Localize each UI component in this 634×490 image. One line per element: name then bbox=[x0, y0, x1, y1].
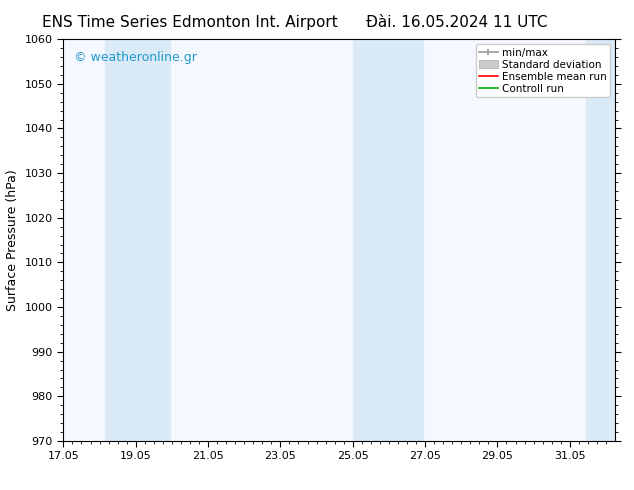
Text: © weatheronline.gr: © weatheronline.gr bbox=[74, 51, 197, 64]
Bar bbox=[105, 39, 170, 441]
Text: ENS Time Series Edmonton Int. Airport: ENS Time Series Edmonton Int. Airport bbox=[42, 15, 338, 30]
Y-axis label: Surface Pressure (hPa): Surface Pressure (hPa) bbox=[6, 169, 19, 311]
Bar bbox=[353, 39, 424, 441]
Legend: min/max, Standard deviation, Ensemble mean run, Controll run: min/max, Standard deviation, Ensemble me… bbox=[476, 45, 610, 97]
Bar bbox=[586, 39, 619, 441]
Text: Đài. 16.05.2024 11 UTC: Đài. 16.05.2024 11 UTC bbox=[366, 15, 547, 30]
